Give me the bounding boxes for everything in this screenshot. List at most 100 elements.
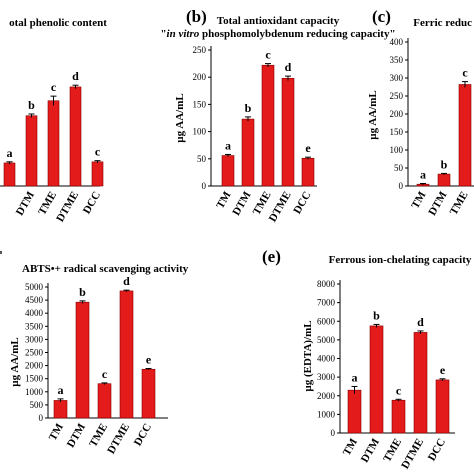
significance-letter: a [58, 383, 64, 397]
bar [47, 100, 60, 187]
bar [437, 173, 451, 187]
category-label: DTM [426, 189, 450, 218]
category-label: DCC [132, 421, 154, 448]
bar [369, 325, 384, 434]
y-tick-label: 5000 [317, 335, 336, 345]
bar [53, 400, 68, 419]
bar [221, 155, 235, 187]
bar [413, 332, 428, 434]
category-label: DTM [14, 189, 38, 218]
category-label: TM [47, 421, 67, 443]
category-label: DCC [291, 189, 313, 216]
significance-letter: a [7, 146, 13, 160]
category-label: DTM [230, 189, 254, 218]
y-tick-label: 1000 [317, 409, 336, 419]
significance-letter: a [225, 138, 231, 152]
y-tick-label: 4000 [317, 354, 336, 364]
bar [301, 157, 315, 187]
chart-title: Ferric reduc [413, 17, 472, 29]
category-label: TME [36, 190, 59, 218]
significance-letter: b [441, 157, 448, 171]
y-tick-label: 7000 [317, 298, 336, 308]
bar [435, 379, 450, 434]
y-tick-label: 1500 [25, 374, 44, 384]
chart-title: otal phenolic content [9, 17, 107, 29]
significance-letter: c [462, 66, 468, 80]
y-tick-label: 350 [390, 55, 404, 65]
bar [241, 118, 255, 187]
significance-letter: e [440, 363, 446, 377]
category-label: DCC [426, 436, 448, 463]
bar [97, 383, 112, 419]
category-label: DTME [105, 422, 132, 457]
y-tick-label: 4500 [25, 295, 44, 305]
y-tick-label: 200 [193, 72, 207, 82]
y-axis-label: µg AA/mL [174, 93, 186, 142]
y-tick-label: 1000 [25, 387, 44, 397]
significance-letter: b [373, 308, 380, 322]
category-label: TM [214, 189, 234, 211]
bar [261, 64, 275, 187]
y-tick-label: 3500 [25, 321, 44, 331]
category-label: TME [448, 190, 471, 218]
category-label: DTM [65, 421, 89, 450]
y-tick-label: 0 [39, 413, 44, 423]
significance-letter: d [123, 274, 130, 288]
significance-letter: a [352, 370, 358, 384]
y-tick-label: 500 [30, 400, 44, 410]
category-label: DTME [54, 190, 81, 225]
significance-letter: d [72, 69, 79, 83]
y-tick-label: 2000 [317, 391, 336, 401]
category-label: DCC [81, 189, 103, 216]
y-tick-label: 2000 [25, 361, 44, 371]
category-label: TM [341, 436, 361, 458]
bar [3, 162, 16, 187]
bar [281, 77, 295, 187]
significance-letter: c [265, 48, 271, 62]
y-tick-label: 2500 [25, 348, 44, 358]
y-tick-label: 200 [390, 109, 404, 119]
category-label: TME [87, 422, 110, 450]
y-tick-label: 100 [390, 145, 404, 155]
significance-letter: b [28, 98, 35, 112]
significance-letter: c [102, 367, 108, 381]
panel-letter: (c) [372, 7, 391, 26]
y-tick-label: 0 [202, 181, 207, 191]
y-axis-label: µg AA/mL [9, 337, 21, 386]
bar [25, 115, 38, 187]
y-tick-label: 3000 [317, 372, 336, 382]
significance-letter: c [95, 145, 101, 159]
bar [347, 389, 362, 434]
chart-title: Ferrous ion-chelating capacity [329, 254, 472, 266]
panel-letter: (b) [186, 7, 207, 26]
significance-letter: e [305, 141, 311, 155]
bar [91, 161, 104, 187]
bar [458, 84, 472, 187]
y-tick-label: 8000 [317, 279, 336, 289]
significance-letter: b [245, 101, 252, 115]
y-tick-label: 50 [197, 154, 207, 164]
chart-title: Total antioxidant capacity [217, 15, 340, 27]
chart-title: ABTS•+ radical scavenging activity [22, 263, 189, 275]
bar [69, 86, 82, 187]
category-label: DTM [359, 436, 383, 465]
panel-letter: (e) [262, 247, 281, 266]
category-label: DTME [399, 437, 426, 472]
bar [391, 399, 406, 434]
bar [141, 368, 156, 419]
significance-letter: e [146, 352, 152, 366]
bar [75, 301, 90, 419]
significance-letter: d [417, 315, 424, 329]
significance-letter: b [79, 285, 86, 299]
significance-letter: c [396, 383, 402, 397]
panel-marker [0, 251, 2, 254]
bar [119, 290, 134, 419]
y-tick-label: 6000 [317, 316, 336, 326]
y-tick-label: 300 [390, 73, 404, 83]
chart-subtitle: "in vitro phosphomolybdenum reducing cap… [160, 28, 395, 40]
y-tick-label: 150 [390, 127, 404, 137]
category-label: TME [381, 437, 404, 465]
y-tick-label: 250 [390, 91, 404, 101]
